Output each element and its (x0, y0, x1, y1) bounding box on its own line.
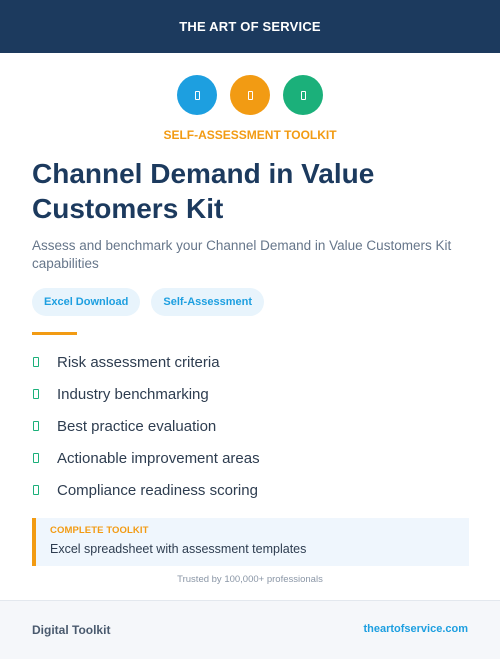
icon-row (0, 75, 500, 115)
feature-item: Risk assessment criteria (32, 346, 472, 378)
feature-label: Actionable improvement areas (57, 449, 260, 467)
footer: Digital Toolkit theartofservice.com (0, 600, 500, 659)
feature-label: Best practice evaluation (57, 417, 217, 435)
feature-label: Industry benchmarking (57, 385, 209, 403)
feature-item: Best practice evaluation (32, 410, 472, 442)
document-icon (230, 75, 270, 115)
feature-label: Compliance readiness scoring (57, 481, 258, 499)
page-subtitle: Assess and benchmark your Channel Demand… (32, 238, 452, 271)
feature-item: Compliance readiness scoring (32, 474, 472, 506)
check-icon (33, 421, 39, 431)
document-icon (283, 75, 323, 115)
brand-name: THE ART OF SERVICE (179, 19, 321, 34)
toolkit-callout: COMPLETE TOOLKIT Excel spreadsheet with … (32, 518, 469, 566)
callout-text: Excel spreadsheet with assessment templa… (50, 542, 307, 556)
tag-excel-download: Excel Download (32, 288, 141, 316)
feature-label: Risk assessment criteria (57, 353, 220, 371)
feature-item: Actionable improvement areas (32, 442, 472, 474)
check-icon (33, 453, 39, 463)
tag-list: Excel Download Self-Assessment (32, 288, 265, 316)
check-icon (33, 357, 39, 367)
callout-label: COMPLETE TOOLKIT (50, 525, 149, 536)
tag-self-assessment: Self-Assessment (151, 288, 265, 316)
top-banner: THE ART OF SERVICE (0, 0, 500, 53)
feature-list: Risk assessment criteria Industry benchm… (32, 346, 472, 506)
accent-divider (32, 332, 77, 335)
trust-note: Trusted by 100,000+ professionals (177, 574, 323, 585)
check-icon (33, 485, 39, 495)
check-icon (33, 389, 39, 399)
document-icon (177, 75, 217, 115)
page-title: Channel Demand in Value Customers Kit (32, 158, 375, 224)
footer-label: Digital Toolkit (32, 623, 111, 637)
website-link[interactable]: theartofservice.com (363, 623, 468, 635)
eyebrow-label: SELF-ASSESSMENT TOOLKIT (163, 128, 337, 142)
feature-item: Industry benchmarking (32, 378, 472, 410)
